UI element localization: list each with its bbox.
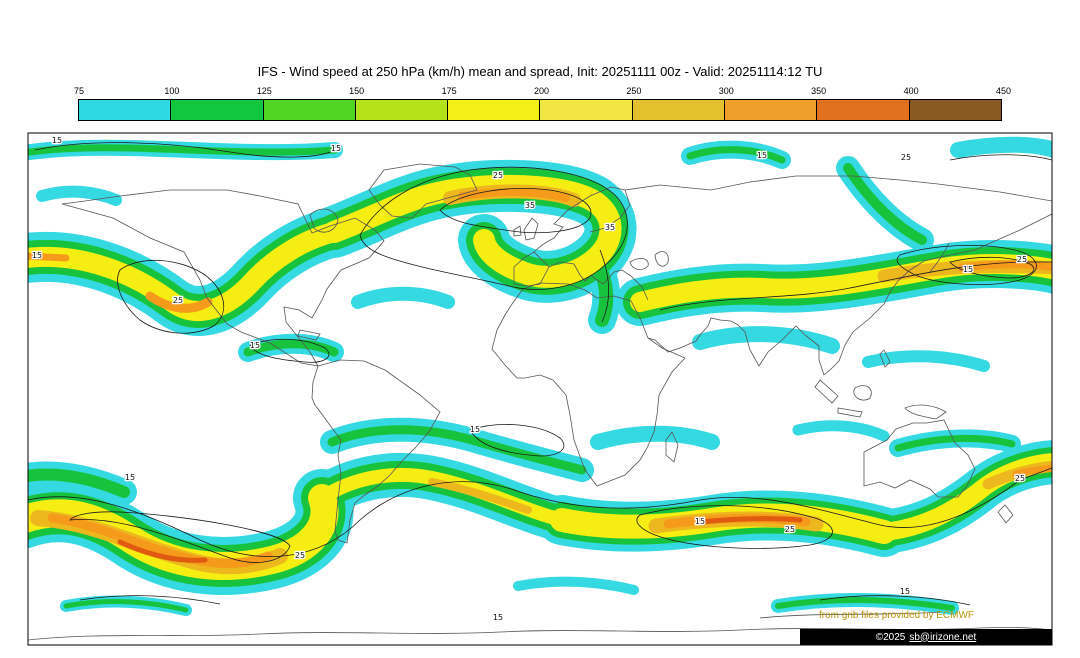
wind-band-300kmh bbox=[117, 516, 803, 563]
coast-north-america bbox=[61, 189, 385, 367]
contour-labels: 15 15 25 35 15 25 15 25 15 25 35 15 15 15 25 15 25 25 15 15 bbox=[31, 135, 1029, 624]
coast-philippines bbox=[879, 349, 891, 368]
coast-antarctica bbox=[28, 627, 1052, 641]
colorbar-tick-75: 75 bbox=[73, 86, 85, 96]
contour-label: 15 bbox=[52, 136, 62, 145]
contour-label: 15 bbox=[32, 251, 42, 260]
coastlines bbox=[28, 163, 1052, 641]
colorbar-tick-250: 250 bbox=[626, 86, 642, 96]
colorbar-segment-250-300 bbox=[631, 100, 725, 120]
colorbar-ticks: 75 100 125 150 175 200 250 300 350 400 450 bbox=[74, 86, 1011, 98]
spread-contours bbox=[28, 142, 1052, 606]
contour-label: 25 bbox=[1015, 474, 1025, 483]
coast-caspian-sea bbox=[654, 251, 669, 267]
contour-label: 15 bbox=[695, 517, 705, 526]
colorbar-tick-300: 300 bbox=[718, 86, 734, 96]
contour-label: 35 bbox=[525, 201, 535, 210]
coast-britain bbox=[523, 217, 539, 241]
contour-label: 25 bbox=[295, 551, 305, 560]
contour-label: 15 bbox=[331, 144, 341, 153]
colorbar-tick-100: 100 bbox=[164, 86, 180, 96]
colorbar-tick-175: 175 bbox=[441, 86, 457, 96]
coast-sumatra bbox=[814, 379, 839, 404]
contour-label: 25 bbox=[493, 171, 503, 180]
contour-label: 15 bbox=[757, 151, 767, 160]
colorbar-tick-450: 450 bbox=[995, 86, 1012, 96]
coast-mediterranean bbox=[548, 261, 649, 301]
colorbar-segment-400-450 bbox=[908, 100, 1001, 120]
map-title: IFS - Wind speed at 250 hPa (km/h) mean … bbox=[257, 64, 823, 79]
coast-hudson-bay bbox=[309, 208, 339, 233]
coast-south-america bbox=[311, 359, 441, 544]
coast-java bbox=[837, 407, 863, 418]
coast-cuba bbox=[297, 329, 321, 341]
colorbar-tick-350: 350 bbox=[811, 86, 827, 96]
colorbar-tick-125: 125 bbox=[256, 86, 272, 96]
contour-label: 25 bbox=[173, 296, 183, 305]
colorbar-tick-150: 150 bbox=[349, 86, 365, 96]
coast-black-sea bbox=[629, 258, 649, 270]
coast-asia-east bbox=[647, 213, 1052, 376]
colorbar-tick-200: 200 bbox=[533, 86, 550, 96]
coast-europe-north bbox=[533, 186, 631, 253]
copyright-bar: ©2025 sb@irizone.net bbox=[800, 629, 1052, 645]
copyright-link[interactable]: sb@irizone.net bbox=[909, 631, 977, 643]
coast-asia-north bbox=[624, 175, 1052, 202]
contour-label: 25 bbox=[901, 153, 911, 162]
colorbar-tick-400: 400 bbox=[903, 86, 919, 96]
contour-label: 35 bbox=[605, 223, 615, 232]
contour-label: 15 bbox=[250, 341, 260, 350]
coast-borneo bbox=[853, 385, 872, 401]
colorbar-segment-150-175 bbox=[354, 100, 448, 120]
coast-greenland bbox=[368, 163, 478, 219]
colorbar-segment-100-125 bbox=[170, 100, 263, 120]
coast-iberia bbox=[513, 251, 550, 287]
coast-ireland bbox=[513, 225, 522, 237]
colorbar-segment-300-350 bbox=[724, 100, 817, 120]
ecmwf-credit: from grib files provided by ECMWF bbox=[818, 610, 974, 621]
contour-label: 15 bbox=[125, 473, 135, 482]
colorbar-segment-350-400 bbox=[816, 100, 909, 120]
jet-stream-fills bbox=[28, 136, 1052, 616]
colorbar-segment-175-200 bbox=[447, 100, 540, 120]
contour-label: 15 bbox=[900, 587, 910, 596]
copyright-text: ©2025 bbox=[875, 631, 906, 643]
contour-label: 25 bbox=[785, 525, 795, 534]
coast-antarctica-2 bbox=[759, 611, 941, 619]
contour-label: 15 bbox=[493, 613, 503, 622]
colorbar-segment-75-100 bbox=[79, 100, 171, 120]
coast-africa bbox=[491, 282, 686, 487]
contour-label: 15 bbox=[963, 265, 973, 274]
colorbar-segment-200-250 bbox=[539, 100, 632, 120]
colorbar: 75 100 125 150 175 200 250 300 350 400 450 bbox=[74, 86, 1011, 121]
contour-label: 15 bbox=[470, 425, 480, 434]
coast-new-guinea bbox=[904, 404, 947, 420]
coast-madagascar bbox=[665, 431, 679, 463]
colorbar-segment-125-150 bbox=[262, 100, 355, 120]
contour-label: 25 bbox=[1017, 255, 1027, 264]
colorbar-bar bbox=[78, 99, 1002, 121]
map-border bbox=[27, 132, 1053, 646]
coast-japan bbox=[929, 242, 950, 273]
coast-new-zealand bbox=[997, 504, 1014, 524]
coast-australia bbox=[863, 419, 976, 498]
